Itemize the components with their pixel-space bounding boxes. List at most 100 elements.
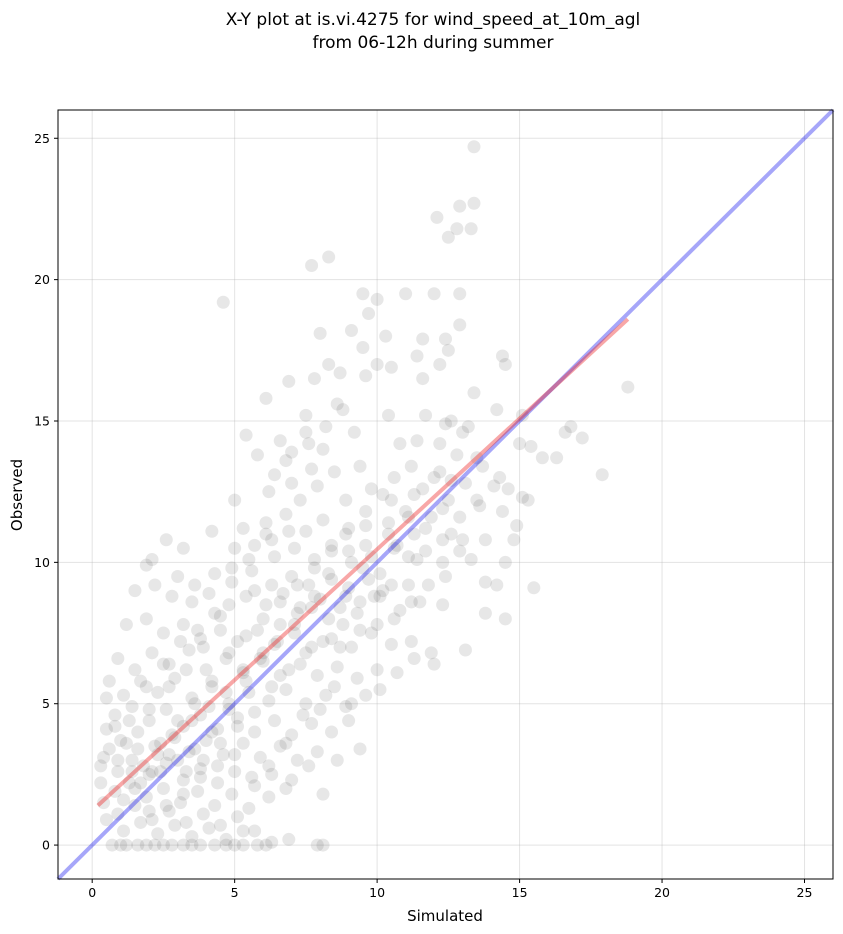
scatter-point xyxy=(282,524,296,538)
scatter-point xyxy=(242,553,256,567)
scatter-point xyxy=(248,824,262,838)
scatter-point xyxy=(387,471,401,485)
scatter-point xyxy=(108,719,122,733)
plot-area xyxy=(58,110,833,879)
scatter-point xyxy=(344,324,358,338)
scatter-point xyxy=(364,626,378,640)
scatter-point xyxy=(507,533,521,547)
scatter-point xyxy=(461,420,475,434)
scatter-point xyxy=(259,598,273,612)
scatter-point xyxy=(179,765,193,779)
scatter-point xyxy=(139,558,153,572)
x-tick-label: 0 xyxy=(88,885,96,900)
scatter-point xyxy=(285,569,299,583)
scatter-point xyxy=(498,555,512,569)
scatter-point xyxy=(564,420,578,434)
scatter-point xyxy=(319,688,333,702)
scatter-point xyxy=(142,804,156,818)
scatter-point xyxy=(535,451,549,465)
scatter-point xyxy=(356,561,370,575)
reference-lines xyxy=(56,108,835,881)
scatter-point xyxy=(154,765,168,779)
scatter-point xyxy=(467,140,481,154)
scatter-point xyxy=(119,838,133,852)
scatter-point xyxy=(458,476,472,490)
scatter-point xyxy=(276,586,290,600)
scatter-point xyxy=(117,824,131,838)
axis-ticks: 0 5 10 15 20 25 0 5 10 15 20 25 xyxy=(34,131,812,900)
scatter-point xyxy=(265,533,279,547)
scatter-point xyxy=(370,292,384,306)
scatter-point xyxy=(256,654,270,668)
scatter-point xyxy=(182,643,196,657)
scatter-point xyxy=(416,372,430,386)
scatter-point xyxy=(188,742,202,756)
scatter-point xyxy=(231,711,245,725)
scatter-point xyxy=(262,790,276,804)
scatter-point xyxy=(168,731,182,745)
scatter-point xyxy=(176,773,190,787)
scatter-point xyxy=(285,773,299,787)
scatter-point xyxy=(273,739,287,753)
scatter-point xyxy=(285,445,299,459)
scatter-point xyxy=(134,674,148,688)
scatter-point xyxy=(478,533,492,547)
scatter-point xyxy=(333,366,347,380)
scatter-point xyxy=(290,606,304,620)
scatter-point xyxy=(202,586,216,600)
scatter-point xyxy=(97,796,111,810)
scatter-point xyxy=(410,553,424,567)
scatter-point xyxy=(213,623,227,637)
scatter-point xyxy=(299,524,313,538)
x-tick-label: 20 xyxy=(654,885,670,900)
scatter-point xyxy=(139,838,153,852)
scatter-point xyxy=(316,635,330,649)
scatter-point xyxy=(259,838,273,852)
scatter-point xyxy=(359,688,373,702)
scatter-point xyxy=(196,807,210,821)
scatter-point xyxy=(515,408,529,422)
scatter-point xyxy=(359,519,373,533)
scatter-point xyxy=(379,329,393,343)
scatter-point xyxy=(473,499,487,513)
scatter-point xyxy=(165,838,179,852)
scatter-point xyxy=(439,569,452,583)
scatter-point xyxy=(117,793,131,807)
scatter-point xyxy=(370,663,384,677)
scatter-point xyxy=(390,538,404,552)
scatter-point xyxy=(293,601,307,615)
scatter-point xyxy=(268,637,282,651)
scatter-point xyxy=(268,468,282,482)
scatter-point xyxy=(222,646,236,660)
scatter-point xyxy=(307,561,321,575)
scatter-point xyxy=(441,230,455,244)
scatter-point xyxy=(216,295,230,309)
scatter-point xyxy=(222,702,236,716)
scatter-point xyxy=(336,618,350,632)
scatter-point xyxy=(239,674,253,688)
scatter-point xyxy=(621,380,635,394)
scatter-point xyxy=(347,425,361,439)
scatter-point xyxy=(265,767,279,781)
scatter-point xyxy=(342,544,356,558)
scatter-point xyxy=(427,287,441,301)
scatter-point xyxy=(302,578,316,592)
scatter-point xyxy=(225,561,239,575)
scatter-point xyxy=(467,196,481,210)
scatter-point xyxy=(111,753,125,767)
scatter-point xyxy=(273,595,287,609)
scatter-point xyxy=(202,821,216,835)
scatter-point xyxy=(407,488,421,501)
scatter-point xyxy=(478,606,492,620)
scatter-point xyxy=(182,745,196,759)
scatter-point xyxy=(325,538,339,552)
scatter-point xyxy=(498,357,512,371)
scatter-point xyxy=(436,555,450,569)
chart-title-line2: from 06-12h during summer xyxy=(313,33,554,53)
scatter-point xyxy=(208,567,222,581)
scatter-point xyxy=(219,651,233,665)
scatter-point xyxy=(208,798,222,812)
scatter-point xyxy=(410,349,424,363)
scatter-point xyxy=(108,784,122,798)
scatter-point xyxy=(151,827,165,841)
